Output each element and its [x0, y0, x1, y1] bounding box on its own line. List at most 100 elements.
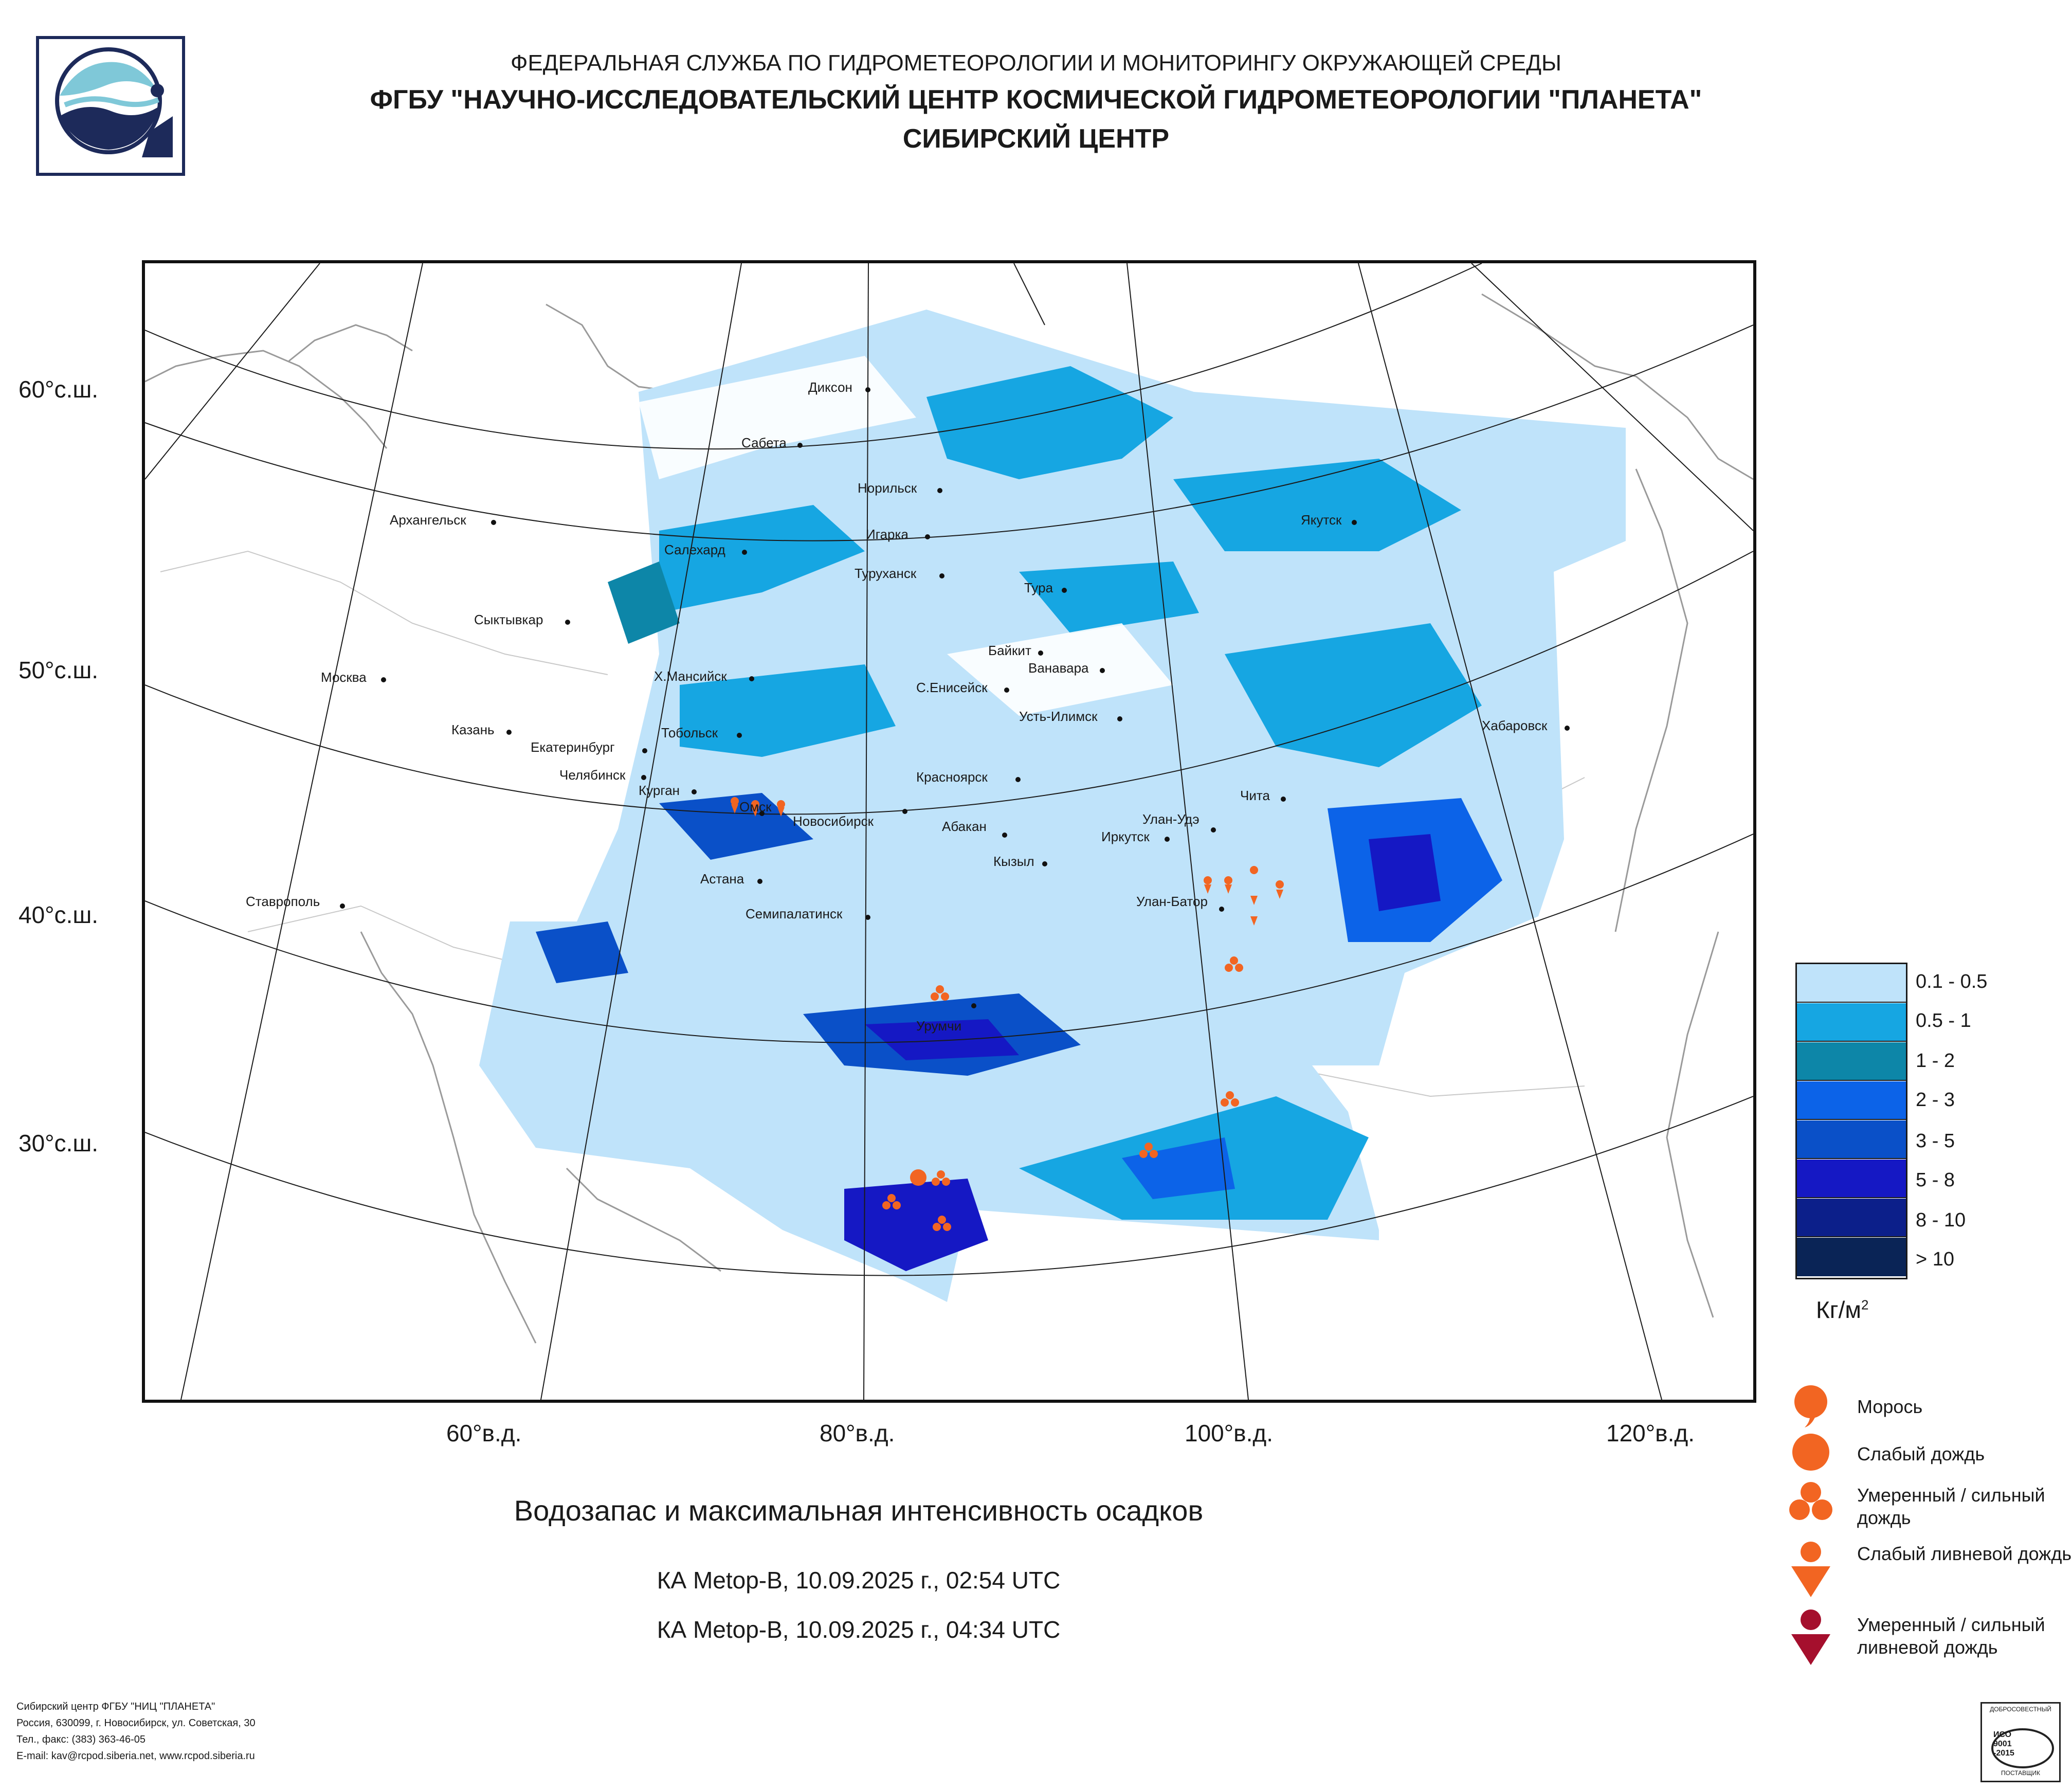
city-label-vanavara: Ванавара: [1028, 660, 1089, 676]
lon-label-60: 60°в.д.: [446, 1420, 522, 1446]
map-canvas: [145, 263, 1753, 1400]
legend-swatch-0: [1797, 964, 1906, 1003]
precip-label-moderate-rain: Умеренный / сильный дождь: [1857, 1485, 2045, 1528]
legend-unit-text: Кг/м: [1816, 1296, 1861, 1323]
city-label-tura: Тура: [1024, 580, 1053, 595]
city-label-salekhard: Салехард: [664, 542, 725, 557]
legend-unit: Кг/м2: [1816, 1296, 1868, 1324]
light-shower-icon: [1791, 1542, 1830, 1597]
city-dots: [340, 387, 1570, 1008]
legend-swatch-1: [1797, 1003, 1906, 1042]
city-label-norilsk: Норильск: [858, 480, 917, 496]
legend-label-4: 3 - 5: [1916, 1130, 1955, 1152]
legend-swatch-3: [1797, 1081, 1906, 1120]
precip-label-drizzle: Морось: [1857, 1396, 1923, 1417]
lon-label-100: 100°в.д.: [1185, 1420, 1273, 1446]
city-label-turukhansk: Туруханск: [855, 566, 917, 581]
iso-badge: ДОБРОСОВЕСТНЫЙ ИСО 9001 -2015 ПОСТАВЩИК: [1980, 1702, 2061, 1782]
legend-label-1: 0.5 - 1: [1916, 1010, 1971, 1032]
city-label-moscow: Москва: [321, 670, 367, 685]
city-label-abakan: Абакан: [942, 819, 987, 834]
legend-swatch-4: [1797, 1120, 1906, 1159]
satellite-pass-1: КА Metop-B, 10.09.2025 г., 02:54 UTC: [657, 1567, 1061, 1594]
city-label-igarka: Игарка: [866, 527, 908, 542]
lat-label-50: 50°с.ш.: [19, 657, 99, 683]
city-label-kyzyl: Кызыл: [993, 854, 1034, 869]
city-label-semipalatinsk: Семипалатинск: [746, 906, 843, 921]
city-label-yakutsk: Якутск: [1301, 512, 1342, 528]
agency-title: ФЕДЕРАЛЬНАЯ СЛУЖБА ПО ГИДРОМЕТЕОРОЛОГИИ …: [511, 50, 1561, 76]
precip-symbols: [1789, 1385, 1832, 1665]
city-label-tobolsk: Тобольск: [661, 725, 718, 740]
precip-label-moderate-shower: Умеренный / сильный ливневой дождь: [1857, 1614, 2045, 1658]
precip-markers: [731, 797, 1284, 1231]
city-label-arkhangelsk: Архангельск: [390, 512, 466, 528]
precip-label-light-rain: Слабый дождь: [1857, 1443, 1985, 1464]
drizzle-icon: [1794, 1385, 1827, 1427]
footer-phone: Тел., факс: (383) 363-46-05: [16, 1734, 146, 1745]
precipitation-map: Диксон Сабета Норильск Архангельск Игарк…: [142, 260, 1756, 1403]
precip-type-legend: [1780, 1376, 1842, 1685]
city-label-chelyabinsk: Челябинск: [559, 767, 626, 783]
map-title: Водозапас и максимальная интенсивность о…: [514, 1494, 1204, 1527]
city-label-khabarovsk: Хабаровск: [1482, 718, 1548, 733]
iso-badge-mid1: ИСО: [1993, 1730, 2012, 1739]
city-label-ekaterinburg: Екатеринбург: [531, 739, 615, 755]
legend-label-7: > 10: [1916, 1249, 1955, 1270]
coverage-swath: [479, 310, 1626, 1302]
city-label-astana: Астана: [700, 871, 744, 887]
city-label-s-eniseysk: С.Енисейск: [916, 680, 988, 695]
city-label-ulan-bator: Улан-Батор: [1136, 894, 1208, 909]
city-label-omsk: Омск: [739, 799, 772, 815]
iso-badge-mid: ИСО 9001 -2015: [1993, 1730, 2014, 1758]
institute-title: ФГБУ "НАУЧНО-ИССЛЕДОВАТЕЛЬСКИЙ ЦЕНТР КОС…: [370, 85, 1702, 115]
lat-label-40: 40°с.ш.: [19, 901, 99, 928]
city-label-dikson: Диксон: [808, 379, 852, 395]
legend-swatch-6: [1797, 1199, 1906, 1237]
iso-badge-mid3: -2015: [1993, 1749, 2014, 1758]
legend-label-6: 8 - 10: [1916, 1209, 1966, 1231]
center-title: СИБИРСКИЙ ЦЕНТР: [902, 124, 1170, 154]
city-label-irkutsk: Иркутск: [1101, 829, 1150, 844]
iso-badge-bottom: ПОСТАВЩИК: [2001, 1769, 2041, 1777]
legend-label-5: 5 - 8: [1916, 1169, 1955, 1191]
moderate-shower-icon: [1791, 1609, 1830, 1665]
city-label-baikit: Байкит: [988, 643, 1031, 658]
city-label-kurgan: Курган: [639, 783, 680, 798]
lon-label-80: 80°в.д.: [820, 1420, 895, 1446]
legend-label-3: 2 - 3: [1916, 1089, 1955, 1111]
city-label-krasnoyarsk: Красноярск: [916, 769, 988, 785]
legend-swatch-2: [1797, 1042, 1906, 1081]
footer-email: E-mail: kav@rcpod.siberia.net, www.rcpod…: [16, 1750, 255, 1762]
city-label-syktyvkar: Сыктывкар: [474, 612, 543, 627]
city-label-urumqi: Урумчи: [916, 1018, 962, 1034]
legend-label-2: 1 - 2: [1916, 1050, 1955, 1072]
lat-label-60: 60°с.ш.: [19, 376, 99, 403]
precip-label-light-shower: Слабый ливневой дождь: [1857, 1543, 2072, 1564]
organization-logo: [36, 36, 185, 176]
city-label-ust-ilimsk: Усть-Илимск: [1019, 709, 1098, 724]
lon-label-120: 120°в.д.: [1606, 1420, 1695, 1446]
light-rain-icon: [1792, 1434, 1829, 1471]
iso-badge-top: ДОБРОСОВЕСТНЫЙ: [1990, 1706, 2051, 1713]
footer-org: Сибирский центр ФГБУ "НИЦ "ПЛАНЕТА": [16, 1701, 215, 1712]
legend-swatch-5: [1797, 1160, 1906, 1198]
footer-address: Россия, 630099, г. Новосибирск, ул. Сове…: [16, 1717, 256, 1729]
city-label-kazan: Казань: [451, 722, 495, 737]
legend-swatch-7: [1797, 1238, 1906, 1276]
legend-unit-sup: 2: [1861, 1297, 1869, 1313]
city-label-novosibirsk: Новосибирск: [793, 813, 874, 829]
legend-label-0: 0.1 - 0.5: [1916, 971, 1988, 992]
city-label-sabeta: Сабета: [741, 435, 787, 450]
lat-label-30: 30°с.ш.: [19, 1130, 99, 1156]
city-label-chita: Чита: [1240, 788, 1270, 803]
iso-badge-mid2: 9001: [1993, 1740, 2012, 1748]
planeta-logo-icon: [55, 47, 173, 157]
city-label-khanty-mansiysk: Х.Мансийск: [654, 668, 727, 684]
graticule: [145, 263, 1753, 1400]
moderate-rain-icon: [1789, 1482, 1832, 1520]
city-label-ulan-ude: Улан-Удэ: [1142, 811, 1199, 827]
water-content-legend: [1795, 963, 1907, 1279]
satellite-pass-2: КА Metop-B, 10.09.2025 г., 04:34 UTC: [657, 1616, 1061, 1643]
city-label-stavropol: Ставрополь: [246, 894, 320, 909]
